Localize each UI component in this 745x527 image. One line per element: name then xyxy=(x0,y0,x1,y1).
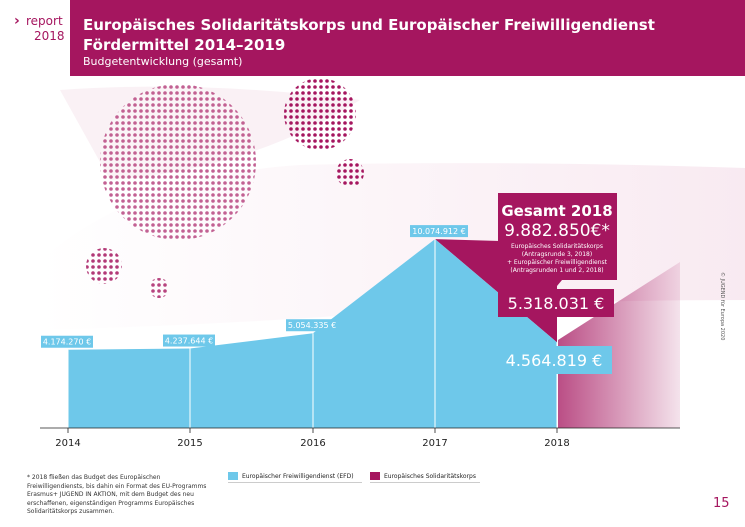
brand-word: report xyxy=(26,14,63,28)
efd-value-label-text: 4.174.270 € xyxy=(43,338,91,347)
legend-efd-label: Europäischer Freiwilligendienst (EFD) xyxy=(242,473,354,480)
legend-efd-underline xyxy=(228,482,362,483)
header-banner: › report 2018 Europäisches Solidaritätsk… xyxy=(0,0,745,76)
page-title-line-2: Fördermittel 2014–2019 xyxy=(83,36,286,54)
efd-value-label-2018-box xyxy=(496,346,612,374)
efd-value-label: 5.054.335 € xyxy=(286,319,338,332)
esk-value-label-2018-box xyxy=(498,289,614,317)
chevron-right-icon: › xyxy=(14,13,20,29)
esk-value-label-2018: 5.318.031 € xyxy=(498,289,614,317)
value-labels: 4.174.270 € 4.237.644 € 5.054.335 € 10.074.… xyxy=(41,225,614,374)
total-callout-value: 9.882.850€* xyxy=(504,221,610,241)
legend-esk-label: Europäisches Solidaritätskorps xyxy=(384,473,476,480)
efd-value-label-text: 10.074.912 € xyxy=(412,227,465,236)
efd-value-label-2018: 4.564.819 € xyxy=(496,346,612,374)
brand-year: 2018 xyxy=(34,29,65,43)
efd-value-label-box xyxy=(410,225,468,238)
report-logo: › report 2018 xyxy=(0,0,70,76)
efd-value-label-box xyxy=(41,335,93,348)
efd-value-label-text: 5.054.335 € xyxy=(288,321,336,330)
x-tick-label: 2014 xyxy=(55,438,80,449)
total-callout-line-2: (Antragsrunde 3, 2018) xyxy=(522,251,592,258)
legend-esk-underline xyxy=(370,482,480,483)
copyright-credit: © JUGEND für Europa 2020 xyxy=(719,272,725,341)
efd-value-label-2018-text: 4.564.819 € xyxy=(506,351,603,370)
x-axis: 2014 2015 2016 2017 2018 xyxy=(40,427,680,449)
efd-value-label: 10.074.912 € xyxy=(410,225,468,238)
footnote: * 2018 fließen das Budget des Europäisch… xyxy=(27,474,207,515)
x-tick-label: 2018 xyxy=(544,438,569,449)
x-tick-label: 2017 xyxy=(422,438,447,449)
page-title-line-1: Europäisches Solidaritätskorps und Europ… xyxy=(83,16,655,34)
efd-value-label: 4.174.270 € xyxy=(41,335,93,348)
efd-value-label-text: 4.237.644 € xyxy=(165,336,213,345)
total-callout-line-4: (Antragsrunden 1 und 2, 2018) xyxy=(510,267,603,274)
x-tick-label: 2016 xyxy=(300,438,325,449)
total-callout-line-3: + Europäischer Freiwilligendienst xyxy=(507,259,608,266)
esk-value-label-2018-text: 5.318.031 € xyxy=(508,294,605,313)
x-tick-label: 2015 xyxy=(177,438,202,449)
page-number: 15 xyxy=(713,496,730,511)
page-subtitle: Budgetentwicklung (gesamt) xyxy=(83,55,243,68)
total-callout-title: Gesamt 2018 xyxy=(501,202,612,220)
total-callout-pointer xyxy=(552,280,562,286)
esk-fade-area xyxy=(558,262,680,428)
legend-efd-swatch xyxy=(228,472,238,480)
efd-value-label: 4.237.644 € xyxy=(163,334,215,347)
efd-value-label-box xyxy=(163,334,215,347)
efd-value-label-box xyxy=(286,319,338,332)
legend-esk-swatch xyxy=(370,472,380,480)
budget-chart: Gesamt 2018 9.882.850€* Europäisches Sol… xyxy=(40,78,745,449)
total-callout-line-1: Europäisches Solidaritätskorps xyxy=(511,243,603,250)
total-callout: Gesamt 2018 9.882.850€* Europäisches Sol… xyxy=(498,193,617,286)
